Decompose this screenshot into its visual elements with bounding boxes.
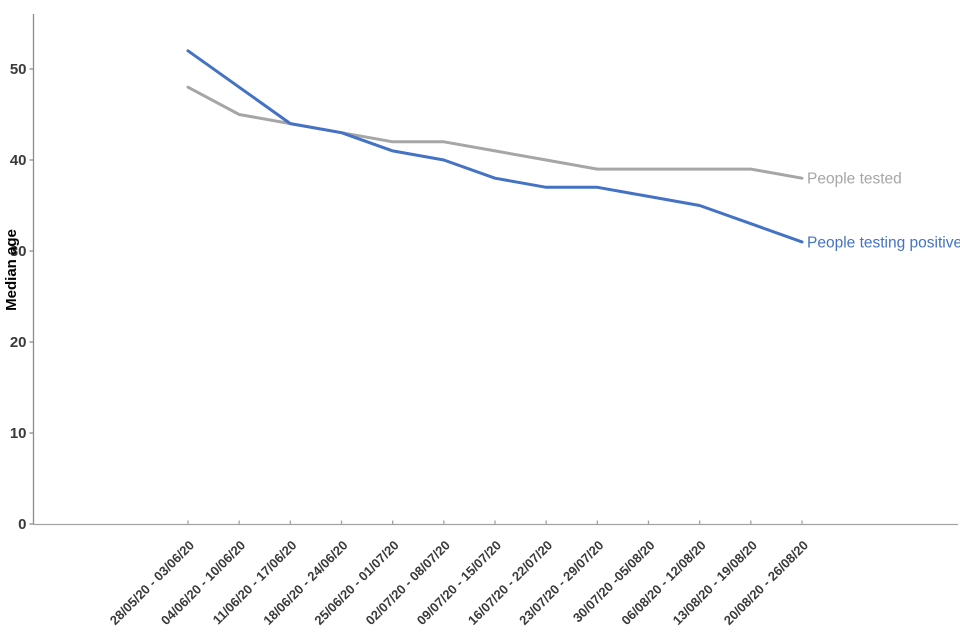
series-line-people-tested — [186, 85, 804, 180]
x-tick-label: 16/07/20 - 22/07/20 — [465, 538, 555, 628]
series-label-people-tested: People tested — [807, 171, 902, 188]
y-tick-label: 40 — [10, 152, 27, 169]
y-tick-label: 0 — [18, 516, 26, 533]
y-tick-label: 50 — [10, 61, 27, 78]
x-tick-label: 23/07/20 - 29/07/20 — [516, 538, 606, 628]
x-tick-label: 20/08/20 - 26/08/20 — [721, 538, 811, 628]
x-tick-label: 28/05/20 - 03/06/20 — [107, 538, 197, 628]
x-tick-label: 18/06/20 - 24/06/20 — [260, 538, 350, 628]
y-tick-label: 10 — [10, 425, 27, 442]
x-tick-label: 02/07/20 - 08/07/20 — [363, 538, 453, 628]
x-tick-label: 09/07/20 - 15/07/20 — [414, 538, 504, 628]
x-tick-label: 04/06/20 - 10/06/20 — [158, 538, 248, 628]
series-label-people-testing-positive: People testing positive — [807, 234, 960, 251]
x-tick-label: 06/08/20 - 12/08/20 — [618, 538, 708, 628]
x-tick-label: 25/06/20 - 01/07/20 — [311, 538, 401, 628]
y-axis-title: Median age — [3, 229, 20, 311]
y-tick-label: 30 — [10, 243, 27, 260]
y-tick-label: 20 — [10, 334, 27, 351]
series-line-people-testing-positive — [186, 49, 804, 244]
x-tick-label: 13/08/20 - 19/08/20 — [670, 538, 760, 628]
